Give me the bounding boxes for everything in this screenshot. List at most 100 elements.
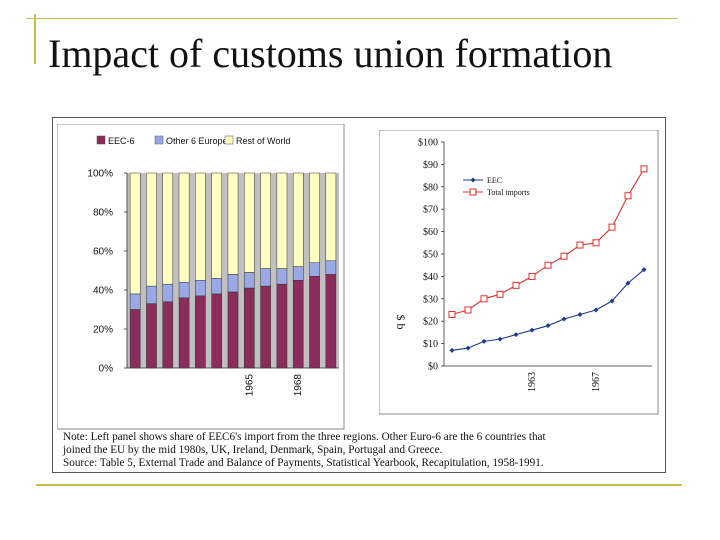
point-eec-1959 xyxy=(465,345,471,351)
left-legend-label-0: EEC-6 xyxy=(108,136,135,146)
right-chart-frame xyxy=(379,130,659,415)
point-eec-1967 xyxy=(593,307,599,313)
point-eec-1968 xyxy=(609,298,615,304)
point-total-imports-1958 xyxy=(448,310,456,318)
bar-1963-eec-6 xyxy=(211,293,222,369)
bar-1962-rest-of-world xyxy=(195,172,206,281)
right-ytick-label: $100 xyxy=(418,138,438,149)
point-eec-1970 xyxy=(641,267,647,273)
bar-1961-rest-of-world xyxy=(178,172,190,283)
right-ytick-label: $60 xyxy=(423,227,438,238)
left-x-labels: 1965 1968 xyxy=(244,374,304,397)
bar-1970-rest-of-world xyxy=(325,172,337,261)
left-legend-swatch-1 xyxy=(154,135,164,145)
left-ytick-label: 80% xyxy=(93,208,113,219)
right-xtick-label-1963: 1963 xyxy=(527,372,538,392)
legend-marker-eec xyxy=(470,177,476,183)
left-legend: EEC-6 Other 6 Europe Rest of World xyxy=(96,135,290,146)
bar-1958-rest-of-world xyxy=(129,172,141,295)
bar-1961-other-6-europe xyxy=(178,281,190,299)
point-eec-1969 xyxy=(625,280,631,286)
bottom-rule xyxy=(36,484,682,486)
top-rule xyxy=(26,18,678,19)
point-total-imports-1967 xyxy=(592,239,600,247)
left-legend-swatch-2 xyxy=(224,135,234,145)
right-ytick-label: $10 xyxy=(423,339,438,350)
point-eec-1963 xyxy=(529,327,535,333)
bar-1960-other-6-europe xyxy=(162,283,174,302)
point-eec-1962 xyxy=(513,332,519,338)
point-total-imports-1964 xyxy=(544,261,552,269)
bar-1968-eec-6 xyxy=(292,280,304,369)
left-ytick-label: 100% xyxy=(87,169,113,180)
bar-1961-eec-6 xyxy=(178,297,190,369)
left-xtick-label-1968: 1968 xyxy=(293,374,304,397)
bar-1969-rest-of-world xyxy=(309,172,320,263)
bar-1965-rest-of-world xyxy=(244,172,255,273)
right-legend: EEC Total imports xyxy=(463,176,530,197)
point-total-imports-1970 xyxy=(640,165,648,173)
right-lines xyxy=(448,165,648,353)
point-total-imports-1965 xyxy=(560,252,568,260)
point-total-imports-1962 xyxy=(512,281,520,289)
bar-1964-rest-of-world xyxy=(227,172,239,275)
point-eec-1958 xyxy=(449,347,455,353)
bar-1970-eec-6 xyxy=(325,274,337,369)
bar-1964-eec-6 xyxy=(227,291,239,369)
bar-1968-rest-of-world xyxy=(292,172,304,267)
stacked-share-chart: EEC-6 Other 6 Europe Rest of World 0% 20% 40… xyxy=(57,124,345,430)
left-bars xyxy=(129,172,337,369)
figure-note: Note: Left panel shows share of EEC6's i… xyxy=(63,431,655,470)
bar-1967-other-6-europe xyxy=(276,268,288,285)
note-line-2: joined the EU by the mid 1980s, UK, Irel… xyxy=(63,444,443,456)
legend-label-eec: EEC xyxy=(487,176,502,185)
right-ytick-label: $80 xyxy=(423,182,438,193)
bar-1958-eec-6 xyxy=(129,309,141,369)
legend-marker-total-imports xyxy=(469,188,477,196)
bar-1967-rest-of-world xyxy=(276,172,288,269)
bar-1965-other-6-europe xyxy=(244,272,255,289)
bar-1959-other-6-europe xyxy=(146,285,157,304)
point-eec-1960 xyxy=(481,338,487,344)
bar-1966-eec-6 xyxy=(260,285,271,369)
bar-1964-other-6-europe xyxy=(227,274,239,293)
right-xtick-label-1967: 1967 xyxy=(591,372,602,392)
bar-1959-eec-6 xyxy=(146,303,157,369)
left-ytick-label: 0% xyxy=(99,364,114,375)
point-eec-1964 xyxy=(545,323,551,329)
left-ytick-label: 20% xyxy=(93,325,113,336)
bar-1960-eec-6 xyxy=(162,301,174,369)
left-legend-label-1: Other 6 Europe xyxy=(166,136,228,146)
point-eec-1965 xyxy=(561,316,567,322)
left-ytick-label: 60% xyxy=(93,247,113,258)
point-total-imports-1963 xyxy=(528,272,536,280)
imports-line-chart: $0 $10 $20 $30 $40 $50 $60 $70 $80 $90 $100 $ b EEC… xyxy=(379,130,659,415)
point-eec-1966 xyxy=(577,311,583,317)
note-line-3: Source: Table 5, External Trade and Bala… xyxy=(63,457,544,469)
point-total-imports-1969 xyxy=(624,192,632,200)
bar-1963-other-6-europe xyxy=(211,278,222,295)
left-legend-swatch-0 xyxy=(96,135,106,145)
right-ytick-label: $90 xyxy=(423,160,438,171)
left-xtick-label-1965: 1965 xyxy=(244,374,255,397)
left-ytick-label: 40% xyxy=(93,286,113,297)
bar-1962-other-6-europe xyxy=(195,280,206,297)
bar-1969-other-6-europe xyxy=(309,262,320,277)
slide-title: Impact of customs union formation xyxy=(48,31,613,76)
title-accent-rule xyxy=(34,14,36,64)
point-total-imports-1960 xyxy=(480,295,488,303)
note-line-1: Note: Left panel shows share of EEC6's i… xyxy=(63,431,546,443)
bar-1962-eec-6 xyxy=(195,295,206,369)
point-total-imports-1959 xyxy=(464,306,472,314)
legend-label-total-imports: Total imports xyxy=(487,188,530,197)
bar-1959-rest-of-world xyxy=(146,172,157,287)
figure-panel: EEC-6 Other 6 Europe Rest of World 0% 20% 40… xyxy=(52,117,666,473)
bar-1969-eec-6 xyxy=(309,276,320,369)
bar-1970-other-6-europe xyxy=(325,260,337,275)
right-y-axis: $0 $10 $20 $30 $40 $50 $60 $70 $80 $90 $100 $ b xyxy=(394,138,652,373)
bar-1968-other-6-europe xyxy=(292,266,304,281)
right-ytick-label: $50 xyxy=(423,250,438,261)
right-ytick-label: $40 xyxy=(423,272,438,283)
bar-1967-eec-6 xyxy=(276,283,288,369)
right-ytick-label: $30 xyxy=(423,294,438,305)
